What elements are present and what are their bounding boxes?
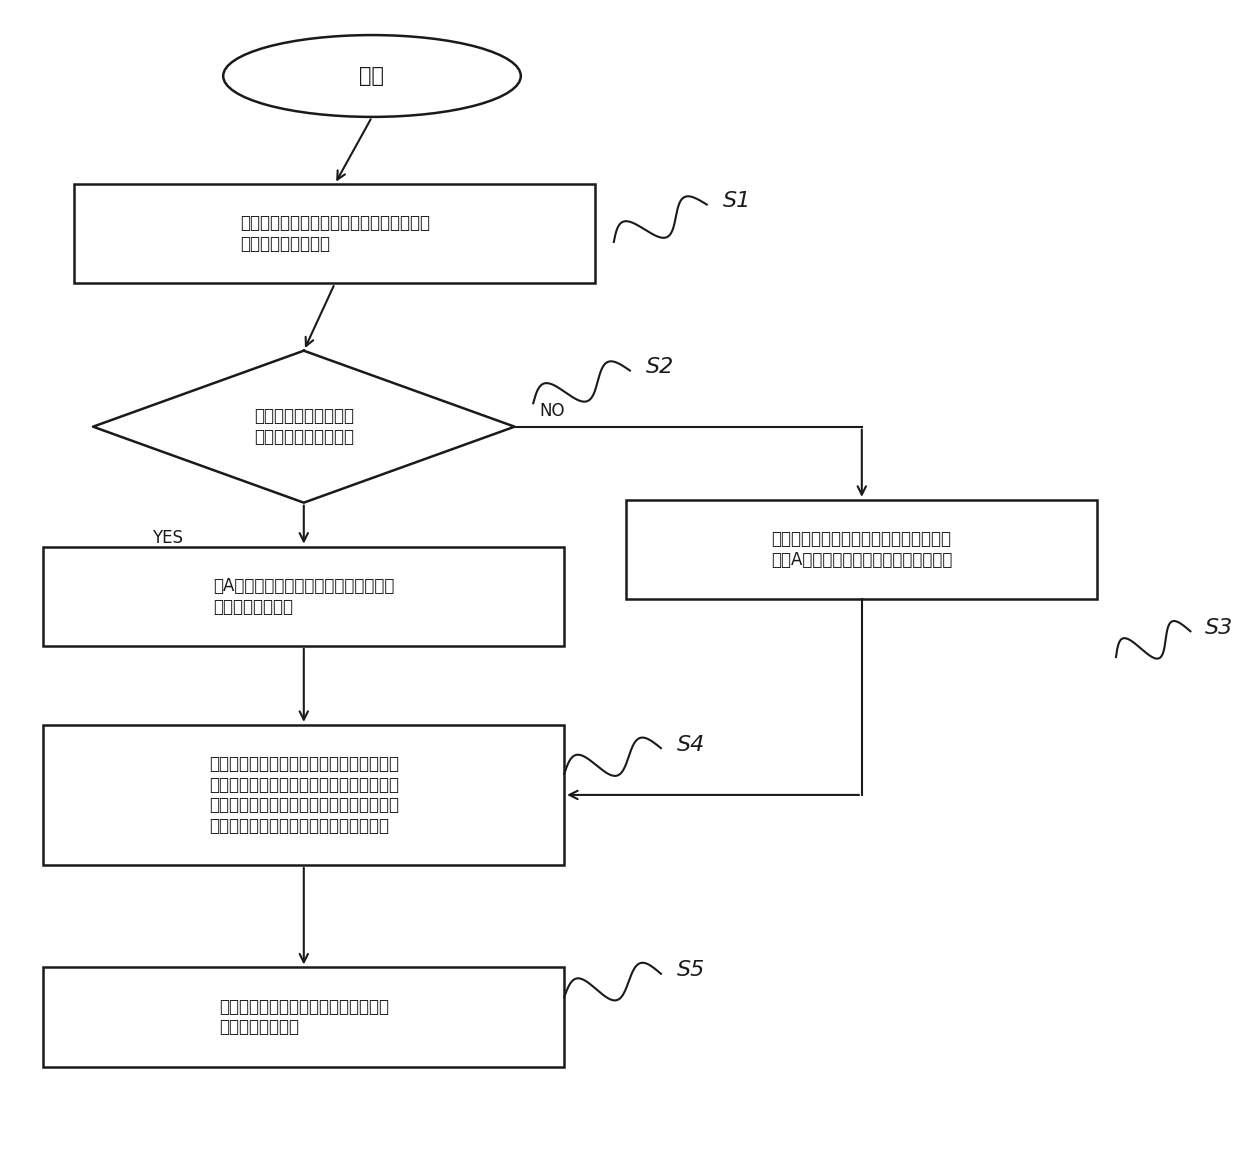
- Text: 数据在该类别分支上叠加时形成时间和内容
两维度，内容维度的数据以二维链的形式连
接闭合，时间维度数据是在内容维度的二维
链上叠加某个时间区段的数据，形成链柱: 数据在该类别分支上叠加时形成时间和内容 两维度，内容维度的数据以二维链的形式连 …: [208, 755, 399, 835]
- FancyBboxPatch shape: [43, 968, 564, 1066]
- Text: NO: NO: [539, 402, 564, 421]
- Text: 不同类数据的链柱共同设立于数据大陆
上，形成数据链林: 不同类数据的链柱共同设立于数据大陆 上，形成数据链林: [218, 997, 389, 1037]
- Text: S5: S5: [677, 960, 706, 981]
- FancyBboxPatch shape: [43, 725, 564, 865]
- Text: S4: S4: [677, 734, 706, 755]
- Text: 从数据大陆上开辟一个分支出来专门用于
存储A类数据，并定义相应的公钥私钥对: 从数据大陆上开辟一个分支出来专门用于 存储A类数据，并定义相应的公钥私钥对: [771, 530, 952, 569]
- FancyBboxPatch shape: [74, 184, 595, 284]
- FancyBboxPatch shape: [43, 547, 564, 645]
- Text: S2: S2: [646, 357, 675, 378]
- Text: S1: S1: [723, 191, 751, 212]
- FancyBboxPatch shape: [626, 500, 1097, 599]
- Polygon shape: [93, 351, 515, 503]
- Text: S3: S3: [1205, 617, 1234, 638]
- Text: YES: YES: [151, 528, 184, 547]
- Text: 开始: 开始: [360, 65, 384, 87]
- Text: 数据大陆对数据进行定义和授权，并分发相
应的授权公钥私钥对: 数据大陆对数据进行定义和授权，并分发相 应的授权公钥私钥对: [239, 214, 430, 254]
- Ellipse shape: [223, 35, 521, 117]
- Text: 从A类数据分区获取最后的数据，然后将
该新数据叠加上去: 从A类数据分区获取最后的数据，然后将 该新数据叠加上去: [213, 576, 394, 616]
- Text: 检验数据公钥私钥确定
发送的数据是否已归类: 检验数据公钥私钥确定 发送的数据是否已归类: [254, 407, 353, 447]
